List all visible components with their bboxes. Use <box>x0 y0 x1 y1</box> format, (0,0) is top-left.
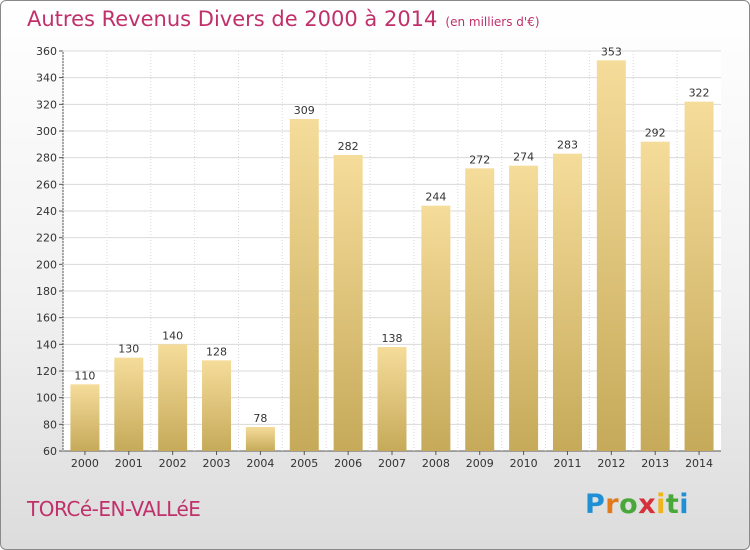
y-tick-label: 360 <box>36 45 57 58</box>
y-tick-label: 180 <box>36 285 57 298</box>
bar-2012 <box>596 60 626 451</box>
data-label: 130 <box>118 343 139 356</box>
data-label: 138 <box>382 332 403 345</box>
y-tick-label: 140 <box>36 338 57 351</box>
bar-2005 <box>289 119 319 451</box>
y-tick-label: 100 <box>36 392 57 405</box>
bar-2003 <box>202 360 232 451</box>
y-tick-label: 220 <box>36 232 57 245</box>
bar-2000 <box>70 384 100 451</box>
x-tick-label: 2010 <box>510 457 538 470</box>
data-label: 78 <box>253 412 267 425</box>
y-tick-label: 200 <box>36 258 57 271</box>
x-tick-label: 2003 <box>203 457 231 470</box>
x-tick-label: 2000 <box>71 457 99 470</box>
chart-unit: (en milliers d'€) <box>445 15 540 29</box>
data-label: 274 <box>513 151 534 164</box>
data-label: 272 <box>469 153 490 166</box>
x-tick-label: 2011 <box>553 457 581 470</box>
data-label: 282 <box>338 140 359 153</box>
y-tick-label: 280 <box>36 152 57 165</box>
bar-2009 <box>465 168 495 452</box>
y-tick-label: 260 <box>36 178 57 191</box>
bar-2004 <box>245 427 275 451</box>
data-label: 292 <box>645 127 666 140</box>
bar-2011 <box>552 153 582 451</box>
y-tick-label: 160 <box>36 312 57 325</box>
data-label: 353 <box>601 45 622 58</box>
x-tick-label: 2006 <box>334 457 362 470</box>
data-label: 309 <box>294 104 315 117</box>
y-tick-label: 340 <box>36 72 57 85</box>
y-tick-label: 240 <box>36 205 57 218</box>
bar-2006 <box>333 155 363 451</box>
bar-2002 <box>158 344 188 451</box>
x-tick-label: 2007 <box>378 457 406 470</box>
chart-title: Autres Revenus Divers de 2000 à 2014 (en … <box>27 7 540 31</box>
x-tick-label: 2008 <box>422 457 450 470</box>
x-tick-label: 2004 <box>246 457 274 470</box>
bar-2001 <box>114 357 144 451</box>
y-tick-label: 320 <box>36 98 57 111</box>
data-label: 110 <box>74 369 95 382</box>
proxiti-logo: Proxiti <box>585 489 690 520</box>
bar-2007 <box>377 347 407 451</box>
data-label: 283 <box>557 139 578 152</box>
data-label: 244 <box>425 191 446 204</box>
x-tick-label: 2012 <box>597 457 625 470</box>
data-label: 322 <box>689 87 710 100</box>
y-tick-label: 120 <box>36 365 57 378</box>
x-tick-label: 2009 <box>466 457 494 470</box>
bar-2014 <box>684 101 714 452</box>
y-tick-label: 60 <box>43 445 57 458</box>
y-tick-label: 300 <box>36 125 57 138</box>
x-tick-label: 2013 <box>641 457 669 470</box>
x-tick-label: 2002 <box>159 457 187 470</box>
bar-2010 <box>509 165 539 451</box>
x-tick-label: 2014 <box>685 457 713 470</box>
data-label: 128 <box>206 345 227 358</box>
chart-title-text: Autres Revenus Divers de 2000 à 2014 <box>27 7 438 31</box>
x-tick-label: 2001 <box>115 457 143 470</box>
bar-2013 <box>640 141 670 451</box>
bar-2008 <box>421 205 451 451</box>
commune-name: TORCé-EN-VALLéE <box>27 497 201 521</box>
y-tick-label: 80 <box>43 418 57 431</box>
data-label: 140 <box>162 329 183 342</box>
x-tick-label: 2005 <box>290 457 318 470</box>
